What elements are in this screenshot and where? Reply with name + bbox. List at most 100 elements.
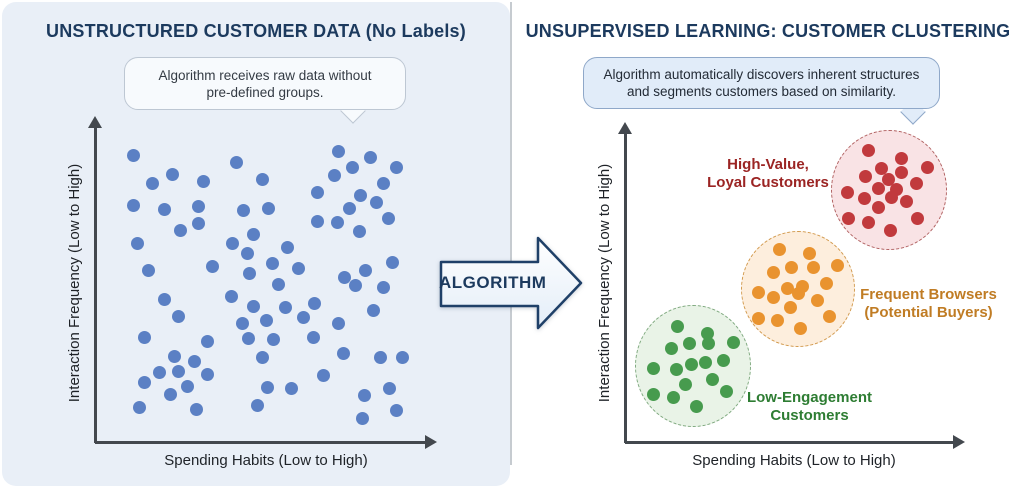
unlabeled-data-point — [240, 246, 254, 260]
unlabeled-data-point — [236, 203, 250, 217]
unlabeled-data-point — [336, 346, 350, 360]
cluster-dot-low-engagement-customers — [646, 361, 660, 375]
unlabeled-data-point — [229, 155, 243, 169]
unlabeled-data-point — [310, 185, 324, 199]
unlabeled-data-point — [171, 309, 185, 323]
unlabeled-data-point — [337, 270, 351, 284]
cluster-dot-high-value-loyal-customers — [883, 223, 897, 237]
unlabeled-data-point — [171, 364, 185, 378]
unlabeled-data-point — [307, 296, 321, 310]
right-y-axis-arrowhead-icon — [618, 122, 632, 134]
cluster-dot-frequent-browsers-potential-buyers — [784, 260, 798, 274]
unlabeled-data-point — [331, 316, 345, 330]
right-speech-bubble: Algorithm automatically discovers inhere… — [583, 57, 940, 109]
cluster-dot-high-value-loyal-customers — [894, 151, 908, 165]
unlabeled-data-point — [271, 277, 285, 291]
cluster-label-low-engagement-customers: Low-Engagement Customers — [742, 389, 877, 425]
unlabeled-data-point — [196, 174, 210, 188]
unlabeled-data-point — [373, 350, 387, 364]
cluster-dot-frequent-browsers-potential-buyers — [830, 258, 844, 272]
left-y-axis-label: Interaction Frequency (Low to High) — [66, 163, 83, 403]
cluster-dot-frequent-browsers-potential-buyers — [793, 321, 807, 335]
unlabeled-data-point — [331, 144, 345, 158]
unlabeled-data-point — [200, 334, 214, 348]
cluster-dot-high-value-loyal-customers — [871, 181, 885, 195]
cluster-dot-frequent-browsers-potential-buyers — [810, 293, 824, 307]
unlabeled-data-point — [306, 330, 320, 344]
unlabeled-data-point — [395, 350, 409, 364]
unlabeled-data-point — [280, 240, 294, 254]
unlabeled-data-point — [191, 216, 205, 230]
unlabeled-data-point — [291, 261, 305, 275]
cluster-dot-high-value-loyal-customers — [840, 185, 854, 199]
unlabeled-data-point — [157, 292, 171, 306]
unlabeled-data-point — [224, 289, 238, 303]
cluster-dot-high-value-loyal-customers — [871, 200, 885, 214]
cluster-dot-high-value-loyal-customers — [909, 176, 923, 190]
cluster-dot-low-engagement-customers — [678, 377, 692, 391]
cluster-label-high-value-loyal-customers: High-Value, Loyal Customers — [698, 156, 838, 192]
unlabeled-data-point — [348, 278, 362, 292]
unlabeled-data-point — [246, 227, 260, 241]
algorithm-arrow-icon — [439, 236, 583, 330]
cluster-dot-low-engagement-customers — [669, 362, 683, 376]
cluster-dot-frequent-browsers-potential-buyers — [802, 246, 816, 260]
cluster-dot-frequent-browsers-potential-buyers — [770, 313, 784, 327]
cluster-label-line: (Potential Buyers) — [864, 304, 993, 321]
left-y-axis-arrowhead-icon — [88, 116, 102, 128]
cluster-dot-high-value-loyal-customers — [910, 211, 924, 225]
right-x-axis — [625, 441, 953, 444]
cluster-dot-low-engagement-customers — [726, 335, 740, 349]
cluster-dot-high-value-loyal-customers — [874, 161, 888, 175]
unlabeled-data-point — [358, 263, 372, 277]
unlabeled-data-point — [342, 201, 356, 215]
unlabeled-data-point — [137, 330, 151, 344]
cluster-dot-frequent-browsers-potential-buyers — [819, 276, 833, 290]
unlabeled-data-point — [132, 400, 146, 414]
unlabeled-data-point — [266, 332, 280, 346]
unlabeled-data-point — [163, 387, 177, 401]
cluster-dot-low-engagement-customers — [701, 336, 715, 350]
unlabeled-data-point — [250, 398, 264, 412]
right-y-axis-label: Interaction Frequency (Low to High) — [596, 163, 613, 403]
left-y-axis — [94, 127, 97, 443]
unlabeled-data-point — [296, 310, 310, 324]
unlabeled-data-point — [259, 313, 273, 327]
left-x-axis-arrowhead-icon — [425, 435, 437, 449]
cluster-dot-high-value-loyal-customers — [884, 190, 898, 204]
cluster-dot-frequent-browsers-potential-buyers — [780, 281, 794, 295]
unlabeled-data-point — [141, 263, 155, 277]
unlabeled-data-point — [327, 168, 341, 182]
unlabeled-data-point — [284, 381, 298, 395]
left-bubble-line-1: Algorithm receives raw data without — [158, 67, 372, 83]
cluster-dot-low-engagement-customers — [719, 384, 733, 398]
cluster-dot-low-engagement-customers — [716, 353, 730, 367]
cluster-dot-frequent-browsers-potential-buyers — [783, 300, 797, 314]
cluster-label-frequent-browsers-potential-buyers: Frequent Browsers (Potential Buyers) — [856, 286, 1001, 322]
cluster-dot-high-value-loyal-customers — [858, 169, 872, 183]
cluster-dot-frequent-browsers-potential-buyers — [751, 311, 765, 325]
cluster-dot-frequent-browsers-potential-buyers — [772, 242, 786, 256]
cluster-dot-low-engagement-customers — [670, 319, 684, 333]
unlabeled-data-point — [330, 215, 344, 229]
unlabeled-data-point — [363, 150, 377, 164]
unlabeled-data-point — [235, 316, 249, 330]
cluster-dot-high-value-loyal-customers — [861, 143, 875, 157]
unlabeled-data-point — [126, 198, 140, 212]
unlabeled-data-point — [353, 188, 367, 202]
unlabeled-data-point — [261, 201, 275, 215]
cluster-dot-frequent-browsers-potential-buyers — [766, 290, 780, 304]
cluster-label-line: Low-Engagement — [746, 389, 872, 406]
right-panel-title: UNSUPERVISED LEARNING: CUSTOMER CLUSTERI… — [525, 21, 1011, 41]
right-bubble-line-1: Algorithm automatically discovers inhere… — [603, 67, 920, 82]
unlabeled-data-point — [255, 350, 269, 364]
algorithm-arrow-label: ALGORITHM — [439, 273, 547, 292]
unlabeled-data-point — [152, 365, 166, 379]
cluster-dot-low-engagement-customers — [664, 341, 678, 355]
cluster-dot-high-value-loyal-customers — [857, 191, 871, 205]
cluster-dot-low-engagement-customers — [684, 357, 698, 371]
unlabeled-data-point — [225, 236, 239, 250]
panel-divider-line — [510, 2, 512, 465]
unlabeled-data-point — [376, 176, 390, 190]
